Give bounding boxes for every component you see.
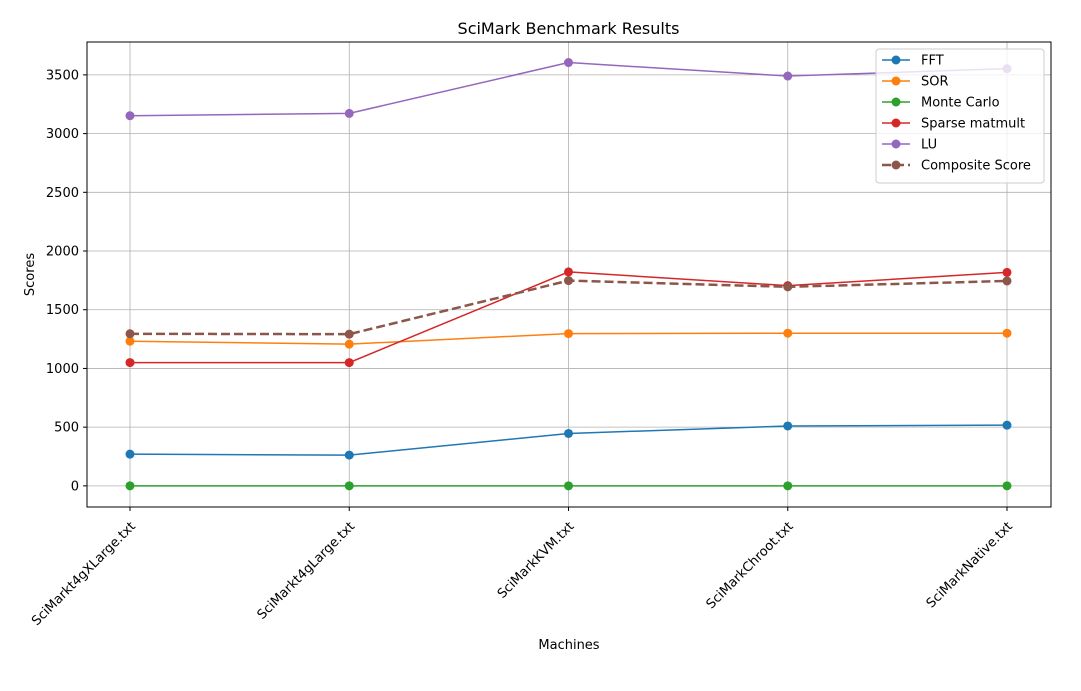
data-point (783, 328, 793, 338)
data-point (783, 71, 793, 81)
legend-item: Sparse matmult (882, 117, 1025, 132)
y-tick-label: 500 (54, 421, 79, 436)
legend-label: Composite Score (921, 159, 1031, 174)
data-point (564, 58, 573, 68)
y-tick-label: 0 (71, 479, 79, 494)
data-point (125, 481, 135, 491)
series-sor (125, 328, 1012, 349)
x-tick-label: SciMarkChroot.txt (704, 519, 797, 612)
legend-marker (891, 160, 901, 170)
data-point (344, 339, 354, 349)
data-point (564, 428, 573, 438)
legend-item: LU (882, 138, 937, 153)
series-fft (125, 420, 1012, 460)
legend: FFT SOR Monte Carlo Sparse matmult LU Composi… (875, 48, 1045, 184)
y-tick-label: 3500 (46, 68, 79, 83)
legend-marker (891, 55, 901, 65)
data-point (125, 329, 135, 339)
data-point (344, 450, 354, 460)
data-point (783, 282, 793, 292)
data-point (1002, 420, 1012, 430)
legend-label: Monte Carlo (921, 96, 1000, 111)
data-point (344, 481, 354, 491)
data-point (125, 111, 135, 121)
chart-title: SciMark Benchmark Results (458, 19, 680, 38)
data-point (1002, 328, 1012, 338)
y-tick-label: 2500 (46, 186, 79, 201)
series-monte-carlo (125, 481, 1012, 491)
legend-item: Composite Score (882, 159, 1031, 174)
data-point (564, 267, 573, 277)
legend-label: SOR (921, 75, 949, 90)
data-point (344, 329, 354, 339)
legend-item: FFT (882, 54, 944, 69)
x-tick-label: SciMarkKVM.txt (495, 519, 578, 602)
axes: 0 500 1000 1500 2000 2500 3000 3500 SciMarkt4gXL… (29, 68, 1016, 629)
legend-marker (891, 97, 901, 107)
legend-item: SOR (882, 75, 949, 90)
y-tick-label: 1000 (46, 362, 79, 377)
x-tick-label: SciMarkt4gXLarge.txt (29, 519, 139, 629)
data-point (344, 108, 354, 118)
data-point (1002, 481, 1012, 491)
y-tick-label: 2000 (46, 245, 79, 260)
legend-item: Monte Carlo (882, 96, 1000, 111)
legend-marker (891, 76, 901, 86)
x-axis-title: Machines (538, 638, 599, 653)
y-tick-label: 3000 (46, 127, 79, 142)
data-point (1002, 267, 1012, 277)
legend-label: LU (921, 138, 937, 153)
legend-label: Sparse matmult (921, 117, 1025, 132)
data-point (564, 481, 573, 491)
data-point (783, 421, 793, 431)
data-point (1002, 276, 1012, 286)
x-tick-label: SciMarkt4gLarge.txt (255, 519, 358, 622)
legend-label: FFT (921, 54, 944, 69)
data-point (125, 449, 135, 459)
data-point (344, 358, 354, 368)
series-composite-score (125, 276, 1012, 339)
data-point (125, 336, 135, 346)
legend-box (875, 48, 1045, 184)
x-tick-label: SciMarkNative.txt (924, 519, 1016, 611)
legend-marker (891, 139, 901, 149)
y-axis-title: Scores (23, 253, 38, 296)
legend-marker (891, 118, 901, 128)
data-point (564, 329, 573, 339)
data-point (564, 276, 573, 286)
data-point (125, 358, 135, 368)
series-layer (125, 58, 1012, 491)
y-tick-label: 1500 (46, 303, 79, 318)
data-point (783, 481, 793, 491)
